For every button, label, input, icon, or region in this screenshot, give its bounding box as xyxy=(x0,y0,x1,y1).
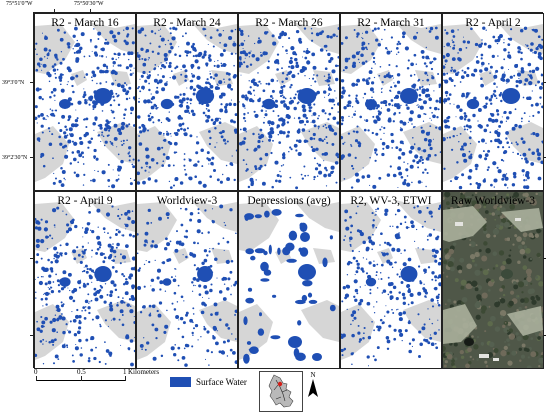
map-panel-grid: R2 - March 16 R2 - March 24 R2 - March 2… xyxy=(33,12,544,369)
top-coordinate-1: 75°51'0"W xyxy=(6,1,33,7)
top-coordinate-2: 75°50'30"W xyxy=(74,1,104,7)
panel-title: Raw Worldview-3 xyxy=(450,195,536,207)
map-panel-r2-march-24: R2 - March 24 xyxy=(136,13,238,191)
panel-title: Worldview-3 xyxy=(156,195,218,207)
panel-title: R2, WV-3, ETWI xyxy=(350,195,432,207)
scale-label-0: 0 xyxy=(34,368,38,376)
left-coordinate-2: 39°2'30"N xyxy=(2,155,28,161)
map-graphic xyxy=(239,200,339,364)
panel-title: R2 - March 26 xyxy=(255,17,323,29)
scale-tick-end xyxy=(125,376,126,381)
map-graphic xyxy=(35,200,135,367)
map-panel-r2-march-16: R2 - March 16 xyxy=(34,13,136,191)
left-coordinate-1: 39°3'0"N xyxy=(2,80,25,86)
left-tick-2 xyxy=(30,157,33,158)
scale-label-0-5: 0.5 xyxy=(77,368,86,376)
left-tick-3 xyxy=(30,258,33,259)
surface-water-label: Surface Water xyxy=(196,377,247,387)
map-panel-r2-march-26: R2 - March 26 xyxy=(238,13,340,191)
map-panel-r2-march-31: R2 - March 31 xyxy=(340,13,442,191)
map-panel-depressions: Depressions (avg) xyxy=(238,191,340,369)
north-arrow-shape-icon xyxy=(308,379,318,397)
left-tick-1 xyxy=(30,82,33,83)
scale-bar xyxy=(36,376,126,381)
map-graphic xyxy=(137,22,237,189)
panel-title: R2 - March 31 xyxy=(357,17,425,29)
north-label: N xyxy=(310,371,316,379)
right-tick-2 xyxy=(543,157,546,158)
right-tick-1 xyxy=(543,82,546,83)
panel-title: Depressions (avg) xyxy=(247,195,331,207)
map-panel-r2-april-2: R2 - April 2 xyxy=(442,13,544,191)
map-panel-worldview-3: Worldview-3 xyxy=(136,191,238,369)
panel-title: R2 - April 9 xyxy=(57,195,113,207)
north-arrow-icon: N xyxy=(307,372,319,398)
right-tick-4 xyxy=(543,335,546,336)
map-legend: 0 0.5 1 Kilometers Surface Water N xyxy=(0,368,550,416)
map-graphic xyxy=(239,22,339,190)
map-graphic xyxy=(341,200,441,367)
map-graphic xyxy=(443,22,543,190)
panel-title: R2 - April 2 xyxy=(465,17,521,29)
map-graphic xyxy=(341,22,441,189)
map-panel-r2-april-9: R2 - April 9 xyxy=(34,191,136,369)
watershed-outline-icon xyxy=(268,374,294,408)
top-tick-2 xyxy=(90,9,91,12)
left-tick-4 xyxy=(30,335,33,336)
top-tick-1 xyxy=(54,9,55,12)
map-graphic xyxy=(35,22,135,189)
scale-tick-mid xyxy=(81,376,82,381)
panel-title: R2 - March 16 xyxy=(51,17,119,29)
scale-tick-0 xyxy=(36,376,37,381)
right-tick-3 xyxy=(543,258,546,259)
scale-label-1: 1 xyxy=(123,368,127,376)
panel-title: R2 - March 24 xyxy=(153,17,221,29)
locator-inset-map xyxy=(259,371,303,412)
satellite-imagery xyxy=(443,192,543,368)
map-panel-r2-wv3-etwi: R2, WV-3, ETWI xyxy=(340,191,442,369)
map-panel-raw-worldview-3: Raw Worldview-3 xyxy=(442,191,544,369)
scale-unit: Kilometers xyxy=(128,368,160,376)
surface-water-swatch xyxy=(170,377,191,387)
map-graphic xyxy=(137,200,237,367)
